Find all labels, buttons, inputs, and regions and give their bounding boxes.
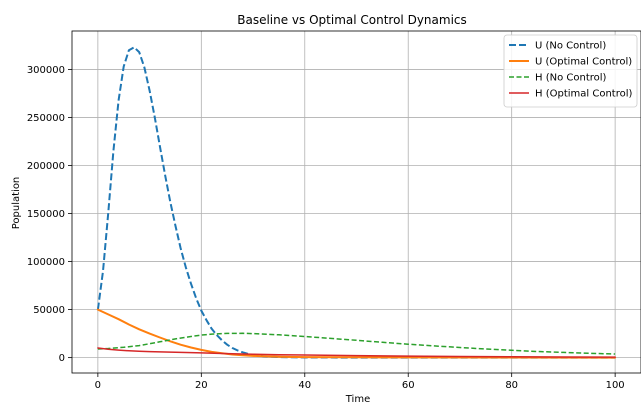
y-tick-label: 100000 bbox=[27, 257, 65, 268]
series-line-3 bbox=[97, 332, 616, 355]
x-tick-label: 60 bbox=[402, 380, 415, 391]
x-axis-label: Time bbox=[345, 394, 370, 403]
x-axis: 0 20 40 60 80 100 bbox=[95, 373, 625, 391]
x-tick-label: 40 bbox=[298, 380, 311, 391]
legend: U (No Control) U (Optimal Control) H (No C… bbox=[503, 34, 638, 108]
y-tick-label: 50000 bbox=[33, 305, 65, 316]
legend-label: H (No Control) bbox=[535, 73, 607, 84]
legend-label: U (No Control) bbox=[535, 41, 606, 52]
x-tick-label: 100 bbox=[606, 380, 625, 391]
y-tick-label: 300000 bbox=[27, 65, 65, 76]
y-axis: 0 50000 100000 150000 200000 250000 300000 bbox=[27, 65, 72, 364]
chart-title: Baseline vs Optimal Control Dynamics bbox=[237, 13, 467, 27]
x-tick-label: 20 bbox=[195, 380, 208, 391]
y-tick-label: 150000 bbox=[27, 209, 65, 220]
legend-label: H (Optimal Control) bbox=[535, 89, 632, 100]
x-tick-label: 0 bbox=[95, 380, 101, 391]
legend-box bbox=[503, 34, 638, 108]
legend-label: U (Optimal Control) bbox=[535, 57, 632, 68]
series-line-4 bbox=[97, 347, 616, 358]
y-tick-label: 250000 bbox=[27, 113, 65, 124]
series-line-2 bbox=[96, 308, 617, 359]
y-tick-label: 0 bbox=[59, 353, 65, 364]
series-layer bbox=[96, 46, 617, 359]
y-axis-label: Population bbox=[11, 177, 22, 230]
y-tick-label: 200000 bbox=[27, 161, 65, 172]
plot-frame bbox=[71, 30, 641, 374]
x-tick-label: 80 bbox=[505, 380, 518, 391]
